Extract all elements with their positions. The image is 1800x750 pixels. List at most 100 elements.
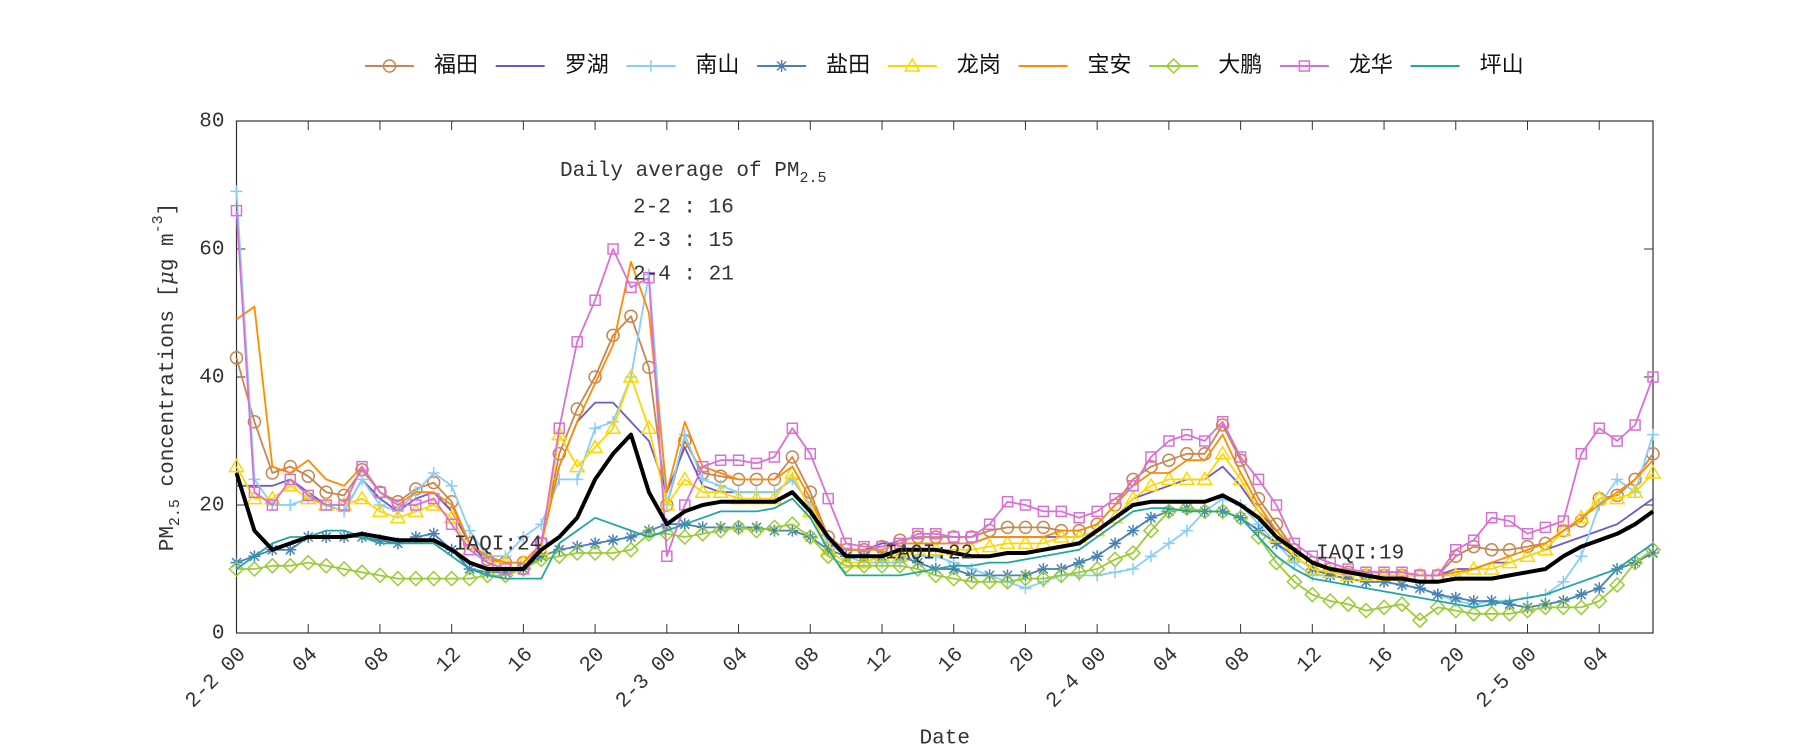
marker	[1107, 551, 1124, 568]
marker	[607, 534, 620, 547]
marker	[909, 560, 926, 578]
label-part: PM	[157, 526, 180, 551]
marker	[338, 505, 351, 518]
marker	[1447, 602, 1464, 619]
marker	[1071, 564, 1088, 581]
marker	[712, 522, 729, 539]
marker	[1035, 570, 1052, 587]
marker	[589, 537, 602, 550]
marker	[300, 554, 317, 571]
legend-label: 坪山	[1480, 53, 1524, 78]
marker	[246, 560, 263, 578]
marker	[427, 492, 440, 505]
marker	[463, 524, 476, 537]
label-part: Daily average of PM	[560, 160, 799, 183]
marker	[1575, 588, 1588, 601]
marker	[1485, 595, 1498, 607]
label-part: 2.5	[799, 170, 826, 187]
annotation-daily: 2-2 : 16	[633, 197, 734, 220]
marker	[1539, 598, 1552, 611]
x-tick-label: 2-2 00	[182, 644, 252, 714]
marker	[999, 534, 1016, 550]
marker	[587, 544, 604, 562]
marker	[1197, 447, 1212, 461]
series-line	[236, 507, 1654, 622]
annotation-iaqi: IAQI:22	[885, 543, 973, 566]
marker	[1450, 544, 1462, 556]
x-tick-label: 20	[1437, 644, 1471, 678]
marker	[1018, 520, 1033, 535]
marker	[1575, 550, 1588, 563]
marker	[1127, 524, 1140, 537]
marker	[1270, 537, 1283, 550]
marker	[640, 525, 657, 542]
marker	[891, 547, 909, 562]
marker	[336, 560, 353, 578]
legend-marker	[644, 60, 657, 72]
marker	[858, 540, 870, 553]
marker	[912, 528, 924, 540]
marker	[568, 458, 586, 473]
marker	[1467, 595, 1480, 607]
marker	[1573, 599, 1590, 616]
marker	[1431, 588, 1444, 601]
marker	[1269, 517, 1284, 531]
marker	[1503, 598, 1516, 611]
marker	[1358, 602, 1375, 619]
marker	[732, 454, 745, 466]
legend-label: 龙岗	[957, 53, 1001, 78]
y-tick-label: 0	[212, 623, 225, 646]
annotation-iaqi: IAQI:24	[454, 534, 542, 557]
marker	[461, 570, 478, 587]
marker	[320, 499, 332, 511]
annotation-daily: 2-4 : 21	[633, 264, 734, 287]
marker	[930, 528, 942, 540]
marker	[284, 543, 297, 556]
marker	[802, 528, 819, 546]
marker	[1304, 586, 1321, 603]
marker	[266, 499, 279, 511]
marker	[785, 450, 800, 464]
marker	[1521, 601, 1534, 614]
x-tick-label: 20	[576, 644, 610, 678]
marker	[1127, 563, 1140, 575]
marker	[730, 519, 747, 536]
marker	[282, 557, 299, 574]
marker	[407, 570, 424, 587]
marker	[1089, 560, 1106, 578]
marker	[784, 516, 801, 533]
marker	[945, 570, 962, 587]
marker	[1162, 453, 1176, 467]
x-axis-label: Date	[920, 728, 970, 750]
x-tick-label: 08	[791, 644, 825, 678]
legend-label: 南山	[695, 53, 739, 78]
marker	[1126, 472, 1140, 487]
marker	[1091, 505, 1103, 518]
marker	[1198, 435, 1211, 447]
marker	[1017, 570, 1034, 587]
marker	[768, 451, 781, 463]
marker	[1181, 428, 1193, 441]
marker	[748, 522, 765, 539]
marker	[1539, 521, 1552, 534]
marker	[356, 460, 368, 473]
x-tick-label: 04	[1150, 644, 1184, 678]
marker	[965, 531, 978, 543]
marker	[409, 531, 422, 543]
marker	[248, 486, 261, 498]
marker	[1537, 599, 1554, 616]
marker	[1017, 534, 1034, 550]
marker	[1501, 605, 1518, 622]
marker	[1593, 582, 1606, 595]
marker	[1214, 445, 1231, 460]
marker	[1449, 549, 1463, 563]
marker	[1647, 547, 1659, 559]
marker	[963, 573, 980, 590]
marker	[1180, 524, 1193, 537]
marker	[911, 530, 925, 544]
marker	[876, 540, 888, 553]
marker	[1521, 528, 1534, 540]
marker	[1557, 515, 1570, 527]
marker	[1611, 435, 1623, 447]
marker	[1519, 602, 1536, 619]
